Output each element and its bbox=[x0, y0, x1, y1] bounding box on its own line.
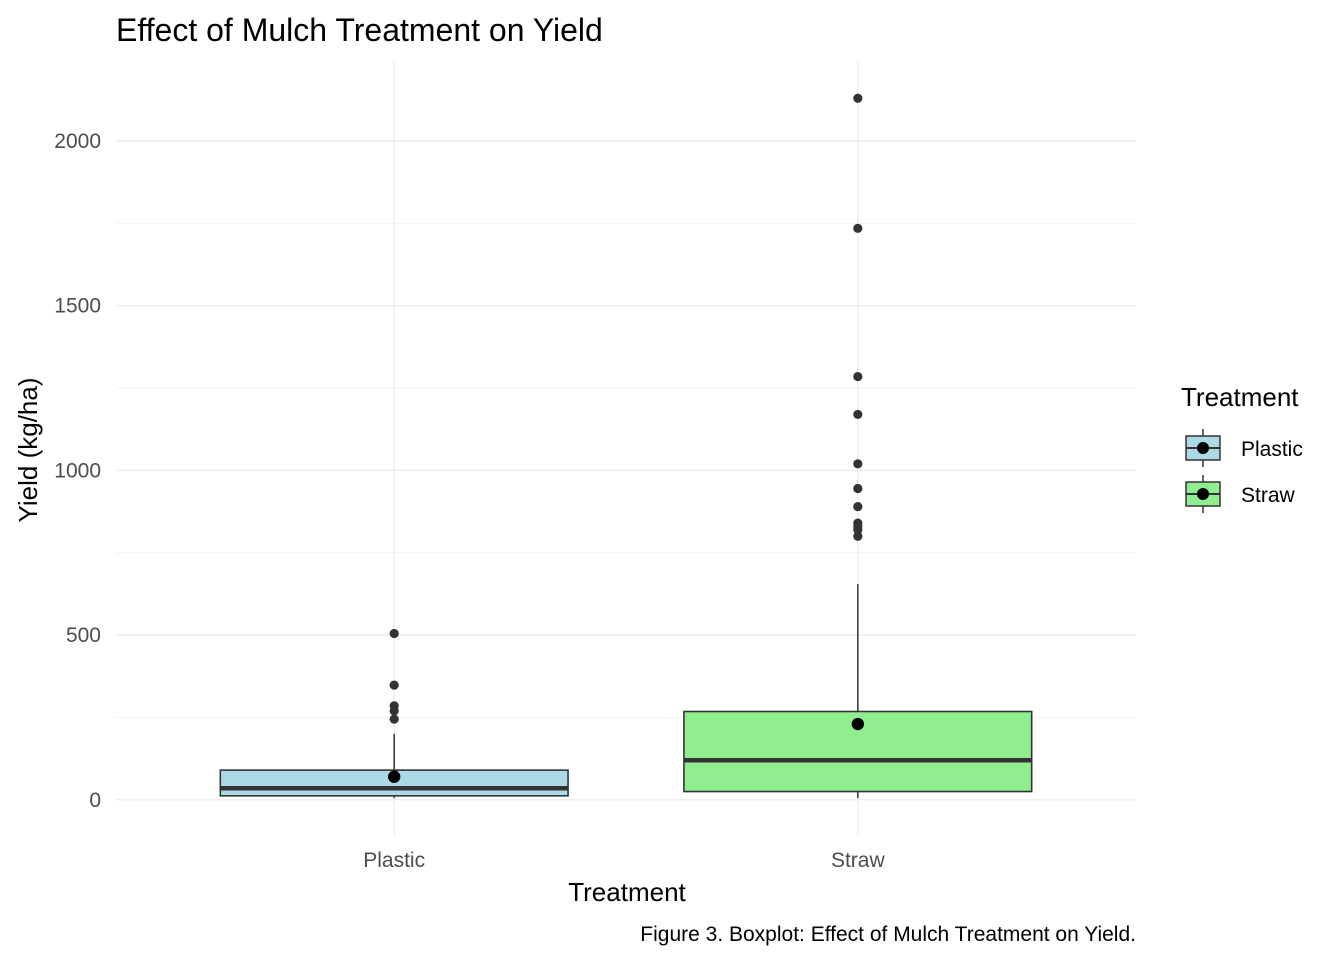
mean-point bbox=[851, 717, 865, 731]
chart-title: Effect of Mulch Treatment on Yield bbox=[116, 12, 603, 48]
outlier-point bbox=[853, 459, 863, 469]
x-tick-label: Straw bbox=[831, 849, 886, 872]
y-tick-label: 500 bbox=[66, 624, 101, 647]
x-axis-ticks: Plastic Straw bbox=[363, 849, 885, 872]
legend-item-plastic: Plastic bbox=[1185, 429, 1303, 467]
x-tick-label: Plastic bbox=[363, 849, 425, 872]
mean-point bbox=[387, 770, 401, 783]
outlier-point bbox=[853, 409, 863, 420]
x-axis-label: Treatment bbox=[568, 877, 686, 907]
legend-item-label: Plastic bbox=[1241, 438, 1303, 461]
outlier-point bbox=[853, 223, 863, 233]
legend-title: Treatment bbox=[1181, 382, 1299, 412]
y-tick-label: 1500 bbox=[54, 295, 101, 318]
legend-items: Plastic Straw bbox=[1185, 429, 1303, 513]
outlier-point bbox=[853, 483, 863, 494]
legend-item-straw: Straw bbox=[1185, 475, 1296, 513]
y-axis-label: Yield (kg/ha) bbox=[13, 378, 43, 523]
y-tick-label: 2000 bbox=[54, 130, 101, 153]
outlier-point bbox=[853, 502, 863, 512]
outlier-point bbox=[853, 531, 863, 541]
figure-caption: Figure 3. Boxplot: Effect of Mulch Treat… bbox=[640, 923, 1136, 946]
legend: Treatment Plastic Straw bbox=[1181, 382, 1303, 513]
outlier-point bbox=[389, 680, 399, 690]
outlier-point bbox=[853, 525, 863, 535]
legend-key-point bbox=[1197, 442, 1209, 454]
y-tick-label: 1000 bbox=[54, 459, 101, 482]
legend-key-point bbox=[1197, 488, 1209, 500]
y-tick-label: 0 bbox=[89, 789, 101, 812]
outlier-point bbox=[853, 371, 863, 382]
outlier-point bbox=[389, 706, 399, 716]
y-axis-ticks: 0 500 1000 1500 2000 bbox=[54, 130, 101, 812]
legend-item-label: Straw bbox=[1241, 484, 1296, 507]
box-plastic bbox=[219, 628, 569, 799]
box-straw bbox=[683, 93, 1033, 799]
outlier-point bbox=[853, 93, 863, 103]
boxes-layer bbox=[219, 93, 1033, 799]
outlier-point bbox=[389, 714, 399, 724]
iqr-box bbox=[219, 769, 569, 797]
outlier-point bbox=[389, 628, 399, 639]
